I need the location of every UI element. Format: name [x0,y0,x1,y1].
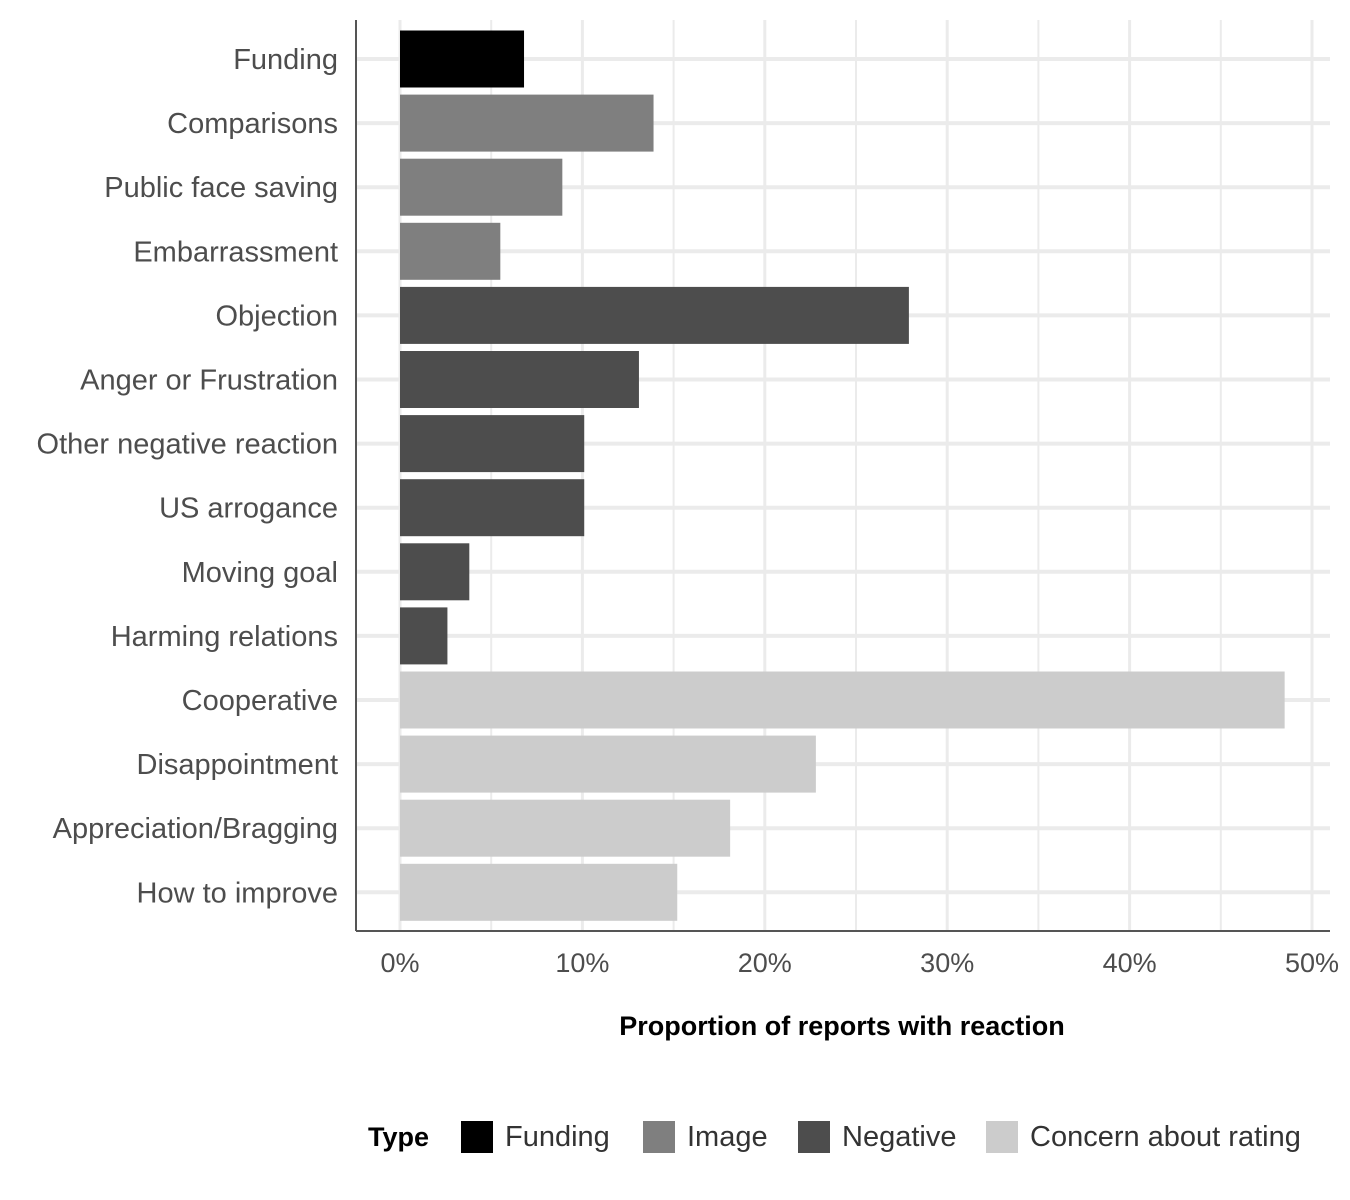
y-tick-label: Cooperative [182,685,338,717]
legend-key-image [643,1121,675,1153]
bar-public-face-saving [400,158,563,216]
y-tick-label: Comparisons [167,108,338,140]
x-tick-label: 50% [1285,948,1339,978]
legend-label: Image [687,1121,768,1153]
x-tick-label: 10% [555,948,609,978]
y-tick-label: Harming relations [111,621,338,653]
bar-harming-relations [400,607,448,665]
bar-embarrassment [400,222,501,280]
x-tick-label: 0% [380,948,419,978]
bar-appreciation-bragging [400,799,731,857]
x-tick-label: 30% [920,948,974,978]
bars [400,30,1285,921]
legend: Type Funding Image Negative Concern about r… [368,1121,1301,1153]
grid-lines [356,20,1330,931]
bar-us-arrogance [400,479,585,537]
y-tick-label: Moving goal [182,557,338,589]
y-tick-label: Other negative reaction [37,429,338,461]
bar-cooperative [400,671,1285,729]
legend-key-concern-about-rating [986,1121,1018,1153]
legend-label: Concern about rating [1030,1121,1301,1153]
y-tick-labels: Funding Comparisons Public face saving Emba… [37,44,338,909]
bar-disappointment [400,735,816,793]
y-tick-label: Anger or Frustration [80,365,338,397]
x-tick-label: 40% [1103,948,1157,978]
x-tick-label: 20% [738,948,792,978]
legend-key-negative [798,1121,830,1153]
y-tick-label: Disappointment [137,749,339,781]
bar-how-to-improve [400,863,678,921]
bar-moving-goal [400,543,470,601]
y-tick-label: Embarrassment [133,236,338,268]
y-tick-label: Appreciation/Bragging [53,813,338,845]
bar-other-negative-reaction [400,415,585,473]
x-axis-title: Proportion of reports with reaction [619,1011,1065,1041]
bar-funding [400,30,525,88]
bar-comparisons [400,94,654,152]
legend-label: Negative [842,1121,956,1153]
y-tick-label: Funding [233,44,338,76]
y-tick-label: US arrogance [159,493,338,525]
bar-objection [400,286,909,344]
y-tick-label: Public face saving [104,172,338,204]
y-tick-label: How to improve [137,877,338,909]
legend-label: Funding [505,1121,610,1153]
x-tick-labels: 0% 10% 20% 30% 40% 50% [380,948,1339,978]
bar-anger-or-frustration [400,351,639,408]
legend-title: Type [368,1122,429,1152]
legend-key-funding [461,1121,493,1153]
y-tick-label: Objection [215,300,338,332]
